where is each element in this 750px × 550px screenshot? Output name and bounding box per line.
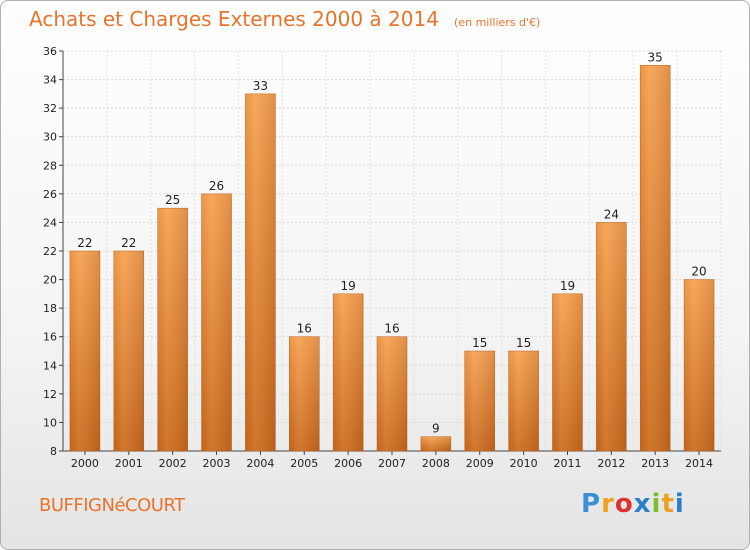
value-labels: 22 22 25 26 33 16 19 16 9 15 15 19 24 35 20 <box>77 50 706 435</box>
logo-letter: i <box>651 489 662 519</box>
y-tick-label: 28 <box>43 159 57 172</box>
bar-shade <box>69 251 100 451</box>
y-tick-label: 36 <box>43 45 57 58</box>
bar-shade <box>508 351 539 451</box>
logo-letter: P <box>581 489 602 519</box>
y-tick-label: 8 <box>50 445 57 458</box>
y-tick-label: 12 <box>43 388 57 401</box>
value-label: 19 <box>340 279 355 293</box>
logo-letter: x <box>633 489 652 519</box>
logo-letter: i <box>674 489 685 519</box>
y-tick-label: 14 <box>43 359 57 372</box>
x-tick-label: 2005 <box>290 457 318 470</box>
proxiti-logo: Proxiti <box>581 489 685 519</box>
value-label: 22 <box>121 236 136 250</box>
x-tick-label: 2004 <box>246 457 274 470</box>
bars <box>69 65 715 452</box>
commune-name: BUFFIGNéCOURT <box>39 495 185 516</box>
bar-shade <box>245 93 276 451</box>
bar-shade <box>113 251 144 451</box>
y-tick-label: 26 <box>43 188 57 201</box>
title-row: Achats et Charges Externes 2000 à 2014 (… <box>29 7 540 31</box>
x-tick-label: 2007 <box>378 457 406 470</box>
value-label: 22 <box>77 236 92 250</box>
x-tick-label: 2006 <box>334 457 362 470</box>
value-label: 24 <box>604 207 619 221</box>
x-tick-label: 2013 <box>641 457 669 470</box>
bar-shade <box>640 65 671 452</box>
x-tick-label: 2012 <box>597 457 625 470</box>
x-tick-label: 2001 <box>115 457 143 470</box>
value-label: 15 <box>516 336 531 350</box>
y-tick-label: 18 <box>43 302 57 315</box>
bar-shade <box>596 222 627 451</box>
chart-subtitle: (en milliers d'€) <box>454 16 541 29</box>
bar-shade <box>464 351 495 451</box>
x-tick-label: 2003 <box>203 457 231 470</box>
x-tick-label: 2011 <box>553 457 581 470</box>
bar-shade <box>289 336 320 451</box>
y-tick-label: 10 <box>43 416 57 429</box>
x-tick-label: 2014 <box>685 457 713 470</box>
x-tick-label: 2002 <box>159 457 187 470</box>
value-label: 20 <box>691 265 706 279</box>
logo-letter: r <box>601 489 615 519</box>
value-label: 26 <box>209 179 224 193</box>
y-tick-label: 22 <box>43 245 57 258</box>
value-label: 33 <box>253 79 268 93</box>
logo-letter: o <box>614 489 634 519</box>
x-tick-label: 2000 <box>71 457 99 470</box>
logo-letter: t <box>661 489 675 519</box>
value-label: 9 <box>432 422 440 436</box>
bar-shade <box>684 279 715 451</box>
bar-shade <box>420 436 451 451</box>
value-label: 16 <box>297 322 312 336</box>
y-tick-label: 16 <box>43 331 57 344</box>
y-tick-label: 34 <box>43 74 57 87</box>
value-label: 15 <box>472 336 487 350</box>
bar-shade <box>377 336 407 451</box>
value-label: 35 <box>648 50 663 64</box>
y-tick-label: 32 <box>43 102 57 115</box>
y-tick-label: 24 <box>43 216 57 229</box>
value-label: 19 <box>560 279 575 293</box>
value-label: 25 <box>165 193 180 207</box>
bar-shade <box>157 208 188 451</box>
x-tick-label: 2010 <box>510 457 538 470</box>
bar-shade <box>333 293 364 451</box>
chart-title: Achats et Charges Externes 2000 à 2014 <box>29 7 439 31</box>
bar-shade <box>201 193 232 451</box>
x-tick-label: 2008 <box>422 457 450 470</box>
x-tick-label: 2009 <box>466 457 494 470</box>
y-tick-label: 20 <box>43 274 57 287</box>
value-label: 16 <box>384 322 399 336</box>
y-tick-label: 30 <box>43 131 57 144</box>
bar-shade <box>552 293 583 451</box>
